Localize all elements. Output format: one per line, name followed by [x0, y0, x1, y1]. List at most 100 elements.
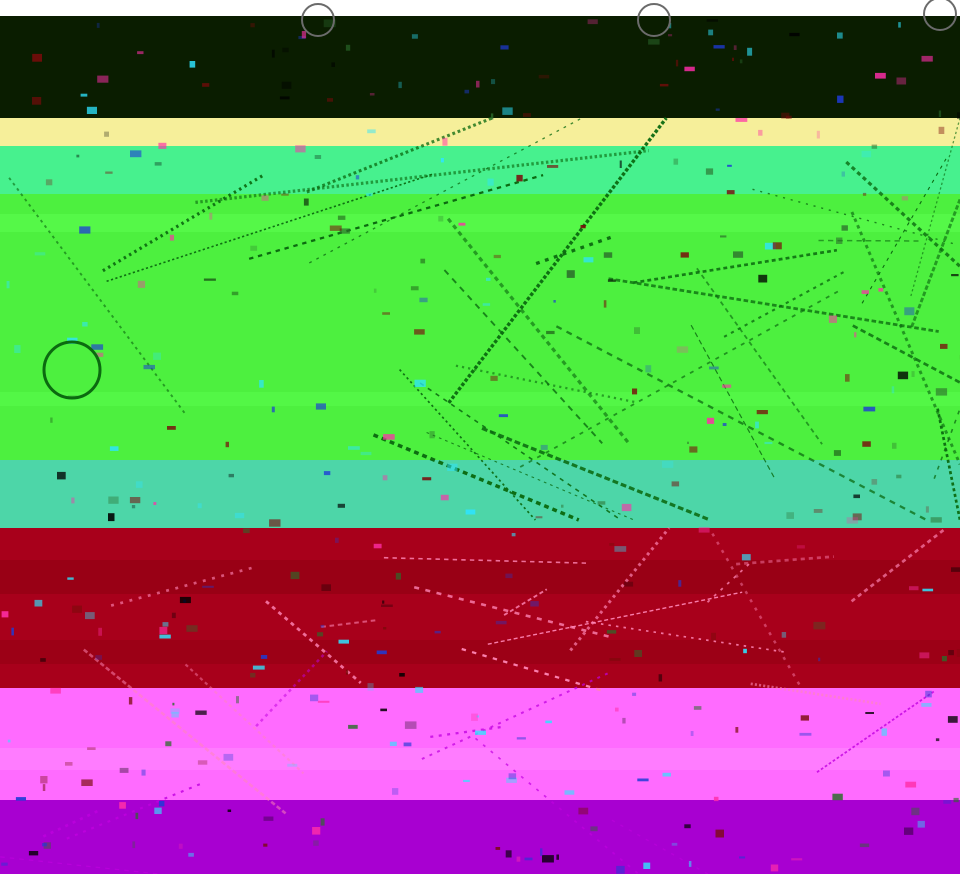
noise-speck [345, 669, 349, 675]
noise-speck [6, 281, 10, 289]
noise-speck [250, 245, 258, 251]
noise-speck [348, 724, 358, 729]
noise-speck [317, 632, 324, 637]
noise-speck [770, 864, 779, 872]
noise-speck [891, 386, 895, 394]
noise-speck [542, 855, 554, 863]
noise-speck [607, 279, 616, 282]
noise-speck [693, 706, 702, 710]
noise-speck [764, 242, 776, 250]
band-teal [0, 460, 960, 528]
noise-speck [676, 346, 689, 353]
noise-speck [951, 567, 960, 572]
noise-speck [632, 692, 637, 696]
noise-speck [137, 280, 146, 288]
noise-speck [395, 572, 401, 580]
noise-speck [14, 345, 21, 353]
noise-speck [796, 545, 805, 549]
line-art-blob-top-2 [637, 3, 671, 37]
noise-speck [925, 506, 929, 513]
noise-speck [65, 762, 73, 766]
noise-speck [648, 39, 660, 45]
noise-speck [129, 497, 141, 504]
line-art-stroke [818, 239, 919, 242]
noise-speck [726, 190, 735, 195]
noise-speck [495, 847, 501, 850]
noise-speck [203, 278, 216, 281]
line-art-stroke [42, 809, 100, 838]
noise-speck [392, 788, 399, 795]
line-art-layer [0, 116, 960, 874]
noise-speck [684, 824, 691, 829]
line-art-stroke [481, 426, 711, 522]
noise-speck [606, 630, 617, 634]
noise-speck [34, 599, 43, 607]
noise-speck [547, 165, 559, 168]
noise-speck [698, 527, 710, 533]
noise-speck [671, 481, 680, 487]
noise-speck [442, 137, 448, 146]
noise-speck [135, 812, 139, 820]
noise-speck [540, 848, 543, 856]
noise-speck [434, 630, 441, 634]
noise-speck [67, 577, 74, 580]
band-purple [0, 800, 960, 874]
noise-speck [153, 352, 161, 360]
noise-speck [419, 297, 428, 303]
noise-speck [799, 732, 812, 736]
noise-speck [781, 632, 787, 638]
noise-speck [314, 155, 322, 159]
noise-speck [132, 841, 136, 849]
noise-speck [930, 517, 942, 523]
noise-speck [615, 707, 619, 712]
noise-speck [271, 49, 275, 58]
noise-speck [382, 312, 390, 315]
noise-speck [938, 110, 942, 117]
noise-speck [261, 195, 269, 201]
noise-speck [303, 198, 309, 206]
noise-speck [861, 290, 869, 294]
line-art-stroke [421, 670, 612, 760]
noise-speck [733, 45, 737, 50]
line-art-stroke [372, 433, 580, 522]
noise-speck [711, 632, 716, 640]
noise-speck [141, 769, 146, 776]
line-art-stroke [555, 325, 928, 522]
noise-speck [733, 251, 744, 258]
noise-speck [883, 770, 890, 777]
noise-speck [108, 513, 115, 522]
noise-speck [76, 154, 80, 158]
noise-speck [367, 683, 374, 691]
line-art-stroke [690, 324, 776, 479]
noise-speck [130, 150, 142, 158]
noise-speck [1, 611, 9, 618]
noise-speck [131, 505, 136, 509]
noise-speck [609, 658, 621, 661]
noise-speck [87, 747, 96, 750]
noise-speck [209, 212, 213, 220]
noise-speck [223, 753, 234, 761]
noise-speck [45, 179, 53, 186]
noise-speck [837, 32, 843, 39]
line-art-stroke [446, 217, 631, 445]
noise-speck [85, 612, 95, 620]
noise-speck [862, 441, 871, 447]
noise-speck [458, 222, 466, 226]
noise-speck [813, 621, 826, 630]
noise-speck [104, 131, 109, 137]
noise-speck [172, 702, 175, 706]
noise-speck [159, 626, 168, 634]
noise-speck [956, 649, 960, 657]
noise-speck [919, 652, 930, 659]
noise-speck [634, 327, 640, 334]
line-art-stroke [910, 117, 960, 297]
noise-speck [279, 96, 290, 100]
line-art-stroke [419, 382, 622, 521]
noise-speck [119, 767, 129, 773]
noise-speck [320, 624, 325, 628]
noise-speck [495, 620, 507, 625]
line-art-stroke [933, 408, 960, 479]
noise-speck [669, 22, 672, 29]
noise-speck [228, 473, 234, 478]
noise-speck [603, 300, 607, 308]
